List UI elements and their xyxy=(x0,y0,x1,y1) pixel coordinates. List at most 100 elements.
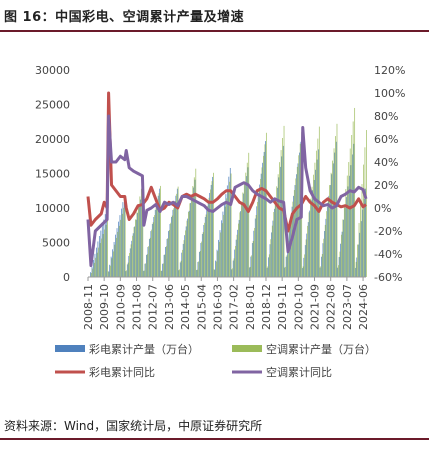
ac-production-bar xyxy=(163,263,164,277)
ac-production-bar xyxy=(245,172,247,277)
ac-production-bar xyxy=(207,206,208,277)
ac-production-bar xyxy=(124,201,126,277)
tv-production-bar xyxy=(125,271,127,277)
ac-production-bar xyxy=(326,211,328,277)
ac-production-bar xyxy=(310,198,311,277)
ac-production-bar xyxy=(271,225,273,277)
tv-production-bar xyxy=(365,188,366,277)
ac-production-bar xyxy=(154,215,155,277)
ac-production-bar xyxy=(95,257,97,277)
ac-production-bar xyxy=(265,132,267,277)
x-tick-label: 2010-09 xyxy=(114,284,127,330)
ac-production-bar xyxy=(102,234,104,277)
ac-production-bar xyxy=(105,224,107,277)
tv-production-bar xyxy=(90,272,91,277)
ac-production-bar xyxy=(236,234,238,277)
tv-production-bar xyxy=(353,143,355,277)
source-note: 资料来源：Wind，国家统计局，中原证券研究所 xyxy=(4,419,263,433)
ac-production-bar xyxy=(198,261,200,277)
ac-production-bar xyxy=(345,189,347,277)
tv-production-bar xyxy=(334,152,336,277)
tv-production-bar xyxy=(304,245,306,277)
ac-production-bar xyxy=(118,225,120,277)
ac-production-bar xyxy=(352,121,354,277)
ac-production-bar xyxy=(185,230,186,277)
ac-production-bar xyxy=(357,244,358,277)
tv-production-bar xyxy=(241,202,243,277)
tv-production-bar xyxy=(178,270,180,277)
ac-production-bar xyxy=(120,219,122,277)
ac-production-bar xyxy=(232,268,233,277)
ac-production-bar xyxy=(142,181,144,277)
ac-production-bar xyxy=(330,172,332,277)
tv-production-bar xyxy=(134,226,136,277)
x-tick-label: 2022-08 xyxy=(325,284,338,330)
tv-production-bar xyxy=(166,239,168,277)
y-right-tick-label: 80% xyxy=(374,110,398,123)
tv-production-bar xyxy=(247,167,249,277)
tv-production-bar xyxy=(151,224,153,277)
tv-production-bar xyxy=(328,195,330,277)
legend-label: 空调累计同比 xyxy=(266,365,332,379)
tv-production-bar xyxy=(150,231,152,277)
ac-production-bar xyxy=(161,270,163,277)
ac-production-bar xyxy=(218,241,220,277)
ac-production-bar xyxy=(204,222,205,277)
tv-production-bar xyxy=(316,159,318,277)
tv-production-bar xyxy=(226,185,228,277)
tv-production-bar xyxy=(357,244,359,277)
y-right-tick-label: -40% xyxy=(374,248,402,261)
tv-production-bar xyxy=(250,256,252,277)
tv-production-bar xyxy=(187,218,189,277)
ac-production-bar xyxy=(214,269,216,277)
tv-production-bar xyxy=(215,260,216,277)
ac-production-bar xyxy=(136,211,138,277)
y-left-tick-label: 30000 xyxy=(35,64,70,77)
title-rule xyxy=(0,30,429,32)
ac-production-bar xyxy=(127,262,129,277)
ac-production-bar xyxy=(176,193,178,277)
tv-production-bar xyxy=(115,234,116,277)
ac-production-bar xyxy=(201,241,203,277)
tv-production-bar xyxy=(194,179,196,277)
ac-production-bar xyxy=(168,230,170,277)
ac-production-bar xyxy=(314,162,316,277)
tv-production-bar xyxy=(318,149,319,277)
tv-production-bar xyxy=(184,235,186,277)
ac-production-bar xyxy=(196,269,198,277)
tv-production-bar xyxy=(193,187,194,277)
ac-production-bar xyxy=(177,186,179,277)
tv-production-bar xyxy=(171,216,172,277)
tv-production-bar xyxy=(118,221,119,277)
tv-production-bar xyxy=(362,209,364,277)
tv-production-bar xyxy=(276,187,278,277)
tv-production-bar xyxy=(207,200,209,277)
ac-production-bar xyxy=(302,266,304,277)
tv-production-bar xyxy=(110,256,112,277)
ac-production-bar xyxy=(121,213,123,277)
tv-production-bar xyxy=(271,232,272,277)
ac-production-bar xyxy=(286,255,288,277)
ac-production-bar xyxy=(298,155,300,277)
ac-production-bar xyxy=(280,150,282,277)
ac-production-bar xyxy=(99,243,101,277)
tv-production-bar xyxy=(116,228,118,277)
tv-production-bar xyxy=(301,268,303,277)
x-tick-label: 2013-06 xyxy=(163,284,176,330)
ac-production-bar xyxy=(349,148,351,277)
ac-production-bar xyxy=(138,204,139,277)
tv-production-bar xyxy=(126,264,128,277)
ac-production-bar xyxy=(160,185,161,277)
tv-production-bar xyxy=(97,241,99,277)
ac-production-bar xyxy=(111,258,113,277)
ac-production-bar xyxy=(305,239,307,277)
tv-production-bar xyxy=(285,256,287,277)
ac-production-bar xyxy=(252,240,254,277)
ac-production-bar xyxy=(261,167,263,277)
tv-production-bar xyxy=(341,231,343,277)
tv-production-bar xyxy=(279,166,281,277)
ac-production-bar xyxy=(143,270,145,277)
ac-production-bar xyxy=(130,244,132,277)
tv-production-bar xyxy=(221,220,222,277)
lines-layer xyxy=(86,91,368,267)
